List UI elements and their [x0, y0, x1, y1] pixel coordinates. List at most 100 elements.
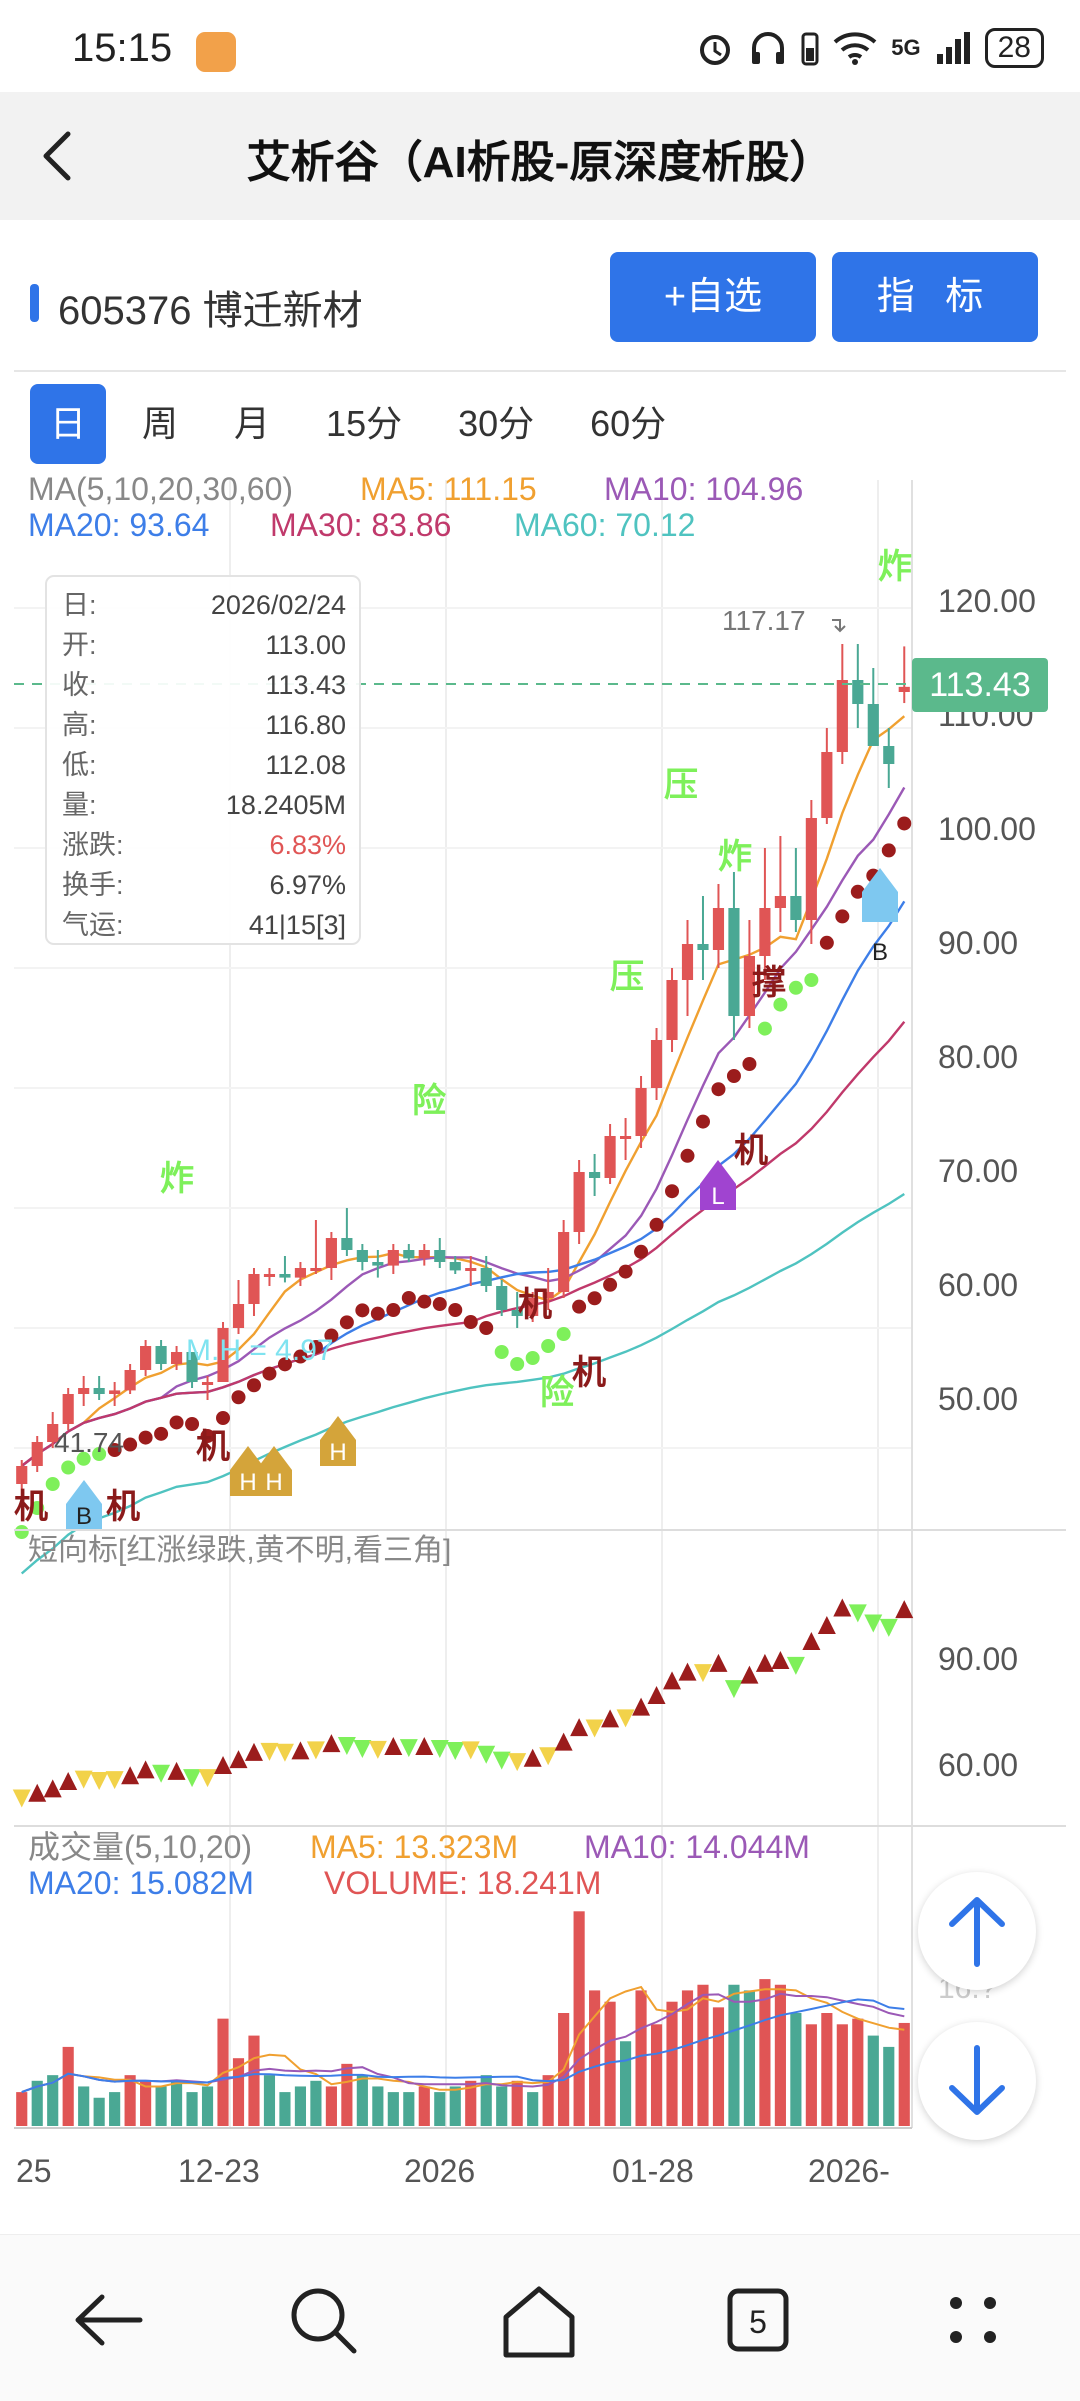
indicator-triangle — [601, 1709, 620, 1728]
info-label: 收: — [62, 670, 97, 700]
volume-bar — [867, 2035, 879, 2126]
volume-title: 成交量(5,10,20) — [28, 1829, 252, 1865]
info-label: 气运: — [62, 910, 124, 940]
nav-back-button[interactable] — [64, 2275, 154, 2365]
volume-bar — [62, 2046, 74, 2126]
info-value: 6.83% — [269, 830, 346, 860]
info-label: 量: — [62, 790, 97, 820]
volume-bar — [341, 2063, 353, 2126]
info-label: 低: — [62, 750, 97, 780]
volume-bar — [759, 1979, 771, 2126]
candle-body — [790, 896, 802, 920]
candle-body — [449, 1262, 461, 1271]
trail-dot — [185, 1417, 200, 1431]
trail-dot — [695, 1114, 710, 1129]
svg-text:5: 5 — [749, 2304, 767, 2340]
volume-bar — [356, 2075, 368, 2126]
tab-60min[interactable]: 60分 — [590, 403, 667, 444]
volume-bar — [619, 2041, 632, 2126]
tab-30min[interactable]: 30分 — [458, 403, 535, 444]
candle-body — [93, 1388, 105, 1394]
nav-tabs-button[interactable]: 5 — [712, 2275, 802, 2365]
candle-body — [852, 680, 864, 704]
short-indicator-triangles — [12, 1598, 914, 1808]
indicator-triangle — [90, 1772, 109, 1791]
trail-dot — [757, 1021, 772, 1036]
indicator-triangle — [477, 1745, 496, 1764]
volume-bar — [310, 2080, 322, 2126]
trail-dot — [169, 1415, 184, 1430]
title-bar: 艾析谷（AI析股-原深度析股） — [0, 92, 1080, 220]
tab-day[interactable]: 日 — [30, 384, 107, 464]
ma60-legend: MA60: 70.12 — [514, 507, 695, 543]
trail-dot — [231, 1390, 246, 1405]
trail-dot — [107, 1443, 122, 1458]
candle-body — [170, 1352, 183, 1364]
indicator-triangle — [214, 1756, 233, 1774]
tab-15min[interactable]: 15分 — [326, 403, 403, 444]
volume-bar — [279, 2092, 291, 2126]
ma-lines — [14, 715, 912, 1575]
x-axis-label: 01-28 — [612, 2153, 694, 2189]
x-axis-label: 2026- — [808, 2153, 890, 2189]
network-type: 5G — [891, 35, 921, 60]
trail-dot — [339, 1315, 354, 1330]
status-icons: 5G 28 — [695, 28, 1044, 68]
trail-dot — [386, 1303, 401, 1317]
current-price-value: 113.43 — [929, 666, 1030, 704]
nav-home-button[interactable] — [494, 2275, 584, 2365]
indicator-triangle — [647, 1686, 666, 1704]
volume-bar — [589, 1990, 601, 2126]
volume-ma20-line — [21, 1998, 905, 2094]
signal-ji: 机 — [196, 1428, 230, 1466]
indicator-triangle — [105, 1771, 124, 1790]
h-marker-label: H — [329, 1439, 346, 1466]
trail-dot — [76, 1451, 91, 1466]
trail-dot — [216, 1411, 231, 1425]
volume-bar — [294, 2086, 307, 2126]
arrow-up-icon — [949, 1897, 1005, 1967]
trail-dot — [603, 1277, 618, 1292]
add-watchlist-button[interactable]: +自选 — [610, 252, 816, 342]
candle-body — [109, 1390, 121, 1394]
candle-body — [558, 1232, 570, 1292]
nav-search-button[interactable] — [278, 2275, 368, 2365]
indicator-axis-label: 90.00 — [938, 1641, 1018, 1677]
volume-bar — [542, 2075, 554, 2126]
signal-ji: 机 — [572, 1354, 606, 1392]
candle-body — [387, 1250, 399, 1266]
period-tabs: 日 周 月 15分 30分 60分 — [30, 384, 702, 464]
candle-body — [47, 1424, 59, 1442]
info-value: 18.2405M — [226, 790, 346, 820]
indicator-triangle — [353, 1739, 372, 1758]
nav-menu-button[interactable] — [928, 2275, 1018, 2365]
indicator-button[interactable]: 指 标 — [832, 252, 1038, 342]
current-price-badge — [912, 658, 1048, 712]
candle-body — [867, 704, 879, 746]
chevron-left-icon — [43, 131, 71, 181]
stock-chart[interactable]: MA(5,10,20,30,60) MA5: 111.15 MA10: 104.… — [0, 460, 1080, 2220]
candle-body — [31, 1442, 43, 1466]
trail-dot — [541, 1339, 556, 1353]
indicator-triangle — [833, 1598, 852, 1617]
price-axis-label: 50.00 — [938, 1381, 1018, 1417]
info-box: 日: 2026/02/24 开: 113.00 收: 113.43 高: 116.80 低: 11… — [45, 575, 361, 945]
volume-value: VOLUME: 18.241M — [324, 1865, 601, 1901]
candle-body — [836, 680, 848, 752]
volume-bar — [697, 1984, 709, 2126]
trail-dot — [804, 973, 819, 987]
tab-month[interactable]: 月 — [234, 403, 271, 444]
tab-week[interactable]: 周 — [142, 403, 179, 444]
scroll-down-button[interactable] — [918, 2022, 1036, 2140]
indicator-triangle — [802, 1632, 821, 1651]
h-marker-icon — [320, 1416, 356, 1466]
scroll-up-button[interactable] — [918, 1872, 1036, 1990]
wifi-icon — [833, 32, 877, 65]
l-marker-icon — [700, 1160, 736, 1210]
trail-dot — [262, 1366, 277, 1381]
signal-zha: 炸 — [160, 1160, 194, 1198]
back-button[interactable] — [34, 118, 104, 194]
candle-body — [821, 752, 833, 818]
volume-bar — [883, 2046, 895, 2126]
indicator-triangle — [136, 1760, 155, 1779]
